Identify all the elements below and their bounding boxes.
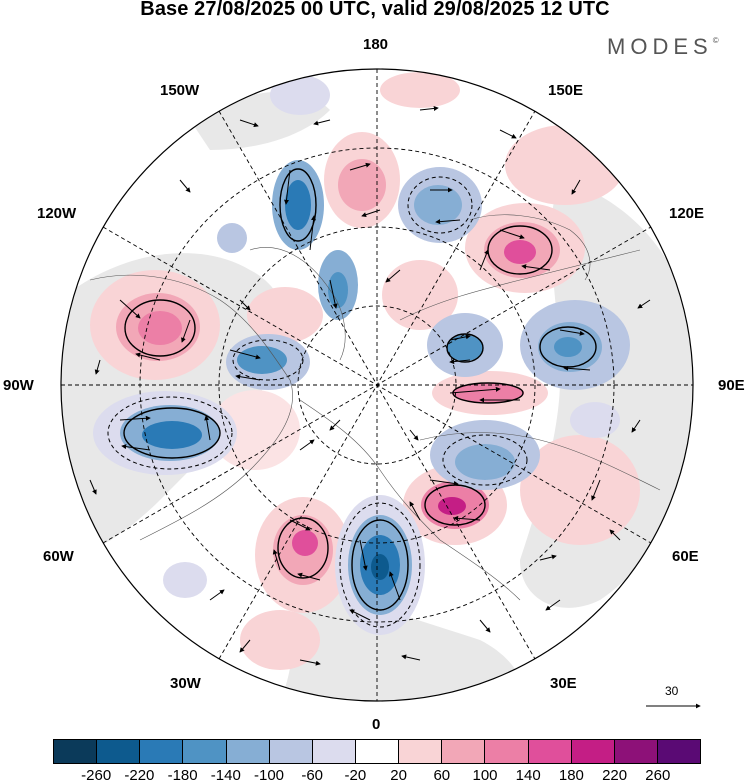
- negative-anomalies: [93, 75, 630, 635]
- lon-label-30w: 30W: [170, 675, 201, 692]
- colorbar-cell: [484, 740, 528, 763]
- colorbar: [53, 739, 701, 764]
- colorbar-cell: [527, 740, 571, 763]
- colorbar-tick-label: -140: [210, 767, 241, 784]
- lon-label-60w: 60W: [43, 548, 74, 565]
- colorbar-cell: [225, 740, 269, 763]
- colorbar-cell: [268, 740, 312, 763]
- brand-logo: MODES©: [607, 34, 719, 60]
- colorbar-tick-label: 100: [472, 767, 498, 784]
- colorbar-cell: [139, 740, 183, 763]
- colorbar-tick-label: 220: [602, 767, 628, 784]
- colorbar-tick-label: -60: [301, 767, 324, 784]
- colorbar-tick-label: -220: [124, 767, 155, 784]
- reference-vector-label: 30: [665, 684, 679, 698]
- brand-copyright-mark: ©: [712, 36, 719, 45]
- colorbar-tick-label: 20: [390, 767, 407, 784]
- colorbar-cell: [182, 740, 226, 763]
- colorbar-cell: [570, 740, 614, 763]
- brand-name: MODES: [607, 34, 713, 59]
- colorbar-cell: [613, 740, 657, 763]
- lon-label-90e: 90E: [718, 377, 745, 394]
- colorbar-tick-label: -100: [253, 767, 285, 784]
- colorbar-tick-label: -260: [81, 767, 112, 784]
- chart-title: Base 27/08/2025 00 UTC, valid 29/08/2025…: [140, 0, 610, 20]
- lon-label-180: 180: [363, 36, 389, 53]
- negative-contour-lines: [107, 176, 528, 628]
- colorbar-cell: [656, 740, 701, 763]
- lon-label-0: 0: [372, 716, 381, 733]
- colorbar-cell: [441, 740, 485, 763]
- positive-anomalies: [90, 72, 640, 670]
- contour-lines: [123, 168, 597, 611]
- colorbar-cell: [311, 740, 355, 763]
- colorbar-cell: [398, 740, 442, 763]
- lon-label-30e: 30E: [550, 675, 577, 692]
- colorbar-cell: [96, 740, 140, 763]
- lon-label-90w: 90W: [3, 377, 34, 394]
- colorbar-tick-label: 180: [558, 767, 584, 784]
- colorbar-tick-label: 260: [645, 767, 671, 784]
- map-border: [60, 68, 694, 702]
- colorbar-cell: [54, 740, 97, 763]
- colorbar-cell: [354, 740, 399, 763]
- lon-label-150w: 150W: [160, 82, 200, 99]
- lon-label-60e: 60E: [672, 548, 699, 565]
- coastlines: [89, 214, 661, 601]
- lon-label-120w: 120W: [37, 205, 77, 222]
- colorbar-tick-label: -20: [344, 767, 367, 784]
- colorbar-tick-label: 140: [515, 767, 541, 784]
- colorbar-tick-label: -180: [167, 767, 198, 784]
- colorbar-tick-label: 60: [433, 767, 451, 784]
- lon-label-150e: 150E: [548, 82, 584, 99]
- graticule: [61, 69, 693, 701]
- wind-vectors: [89, 105, 651, 666]
- lon-label-120e: 120E: [669, 205, 705, 222]
